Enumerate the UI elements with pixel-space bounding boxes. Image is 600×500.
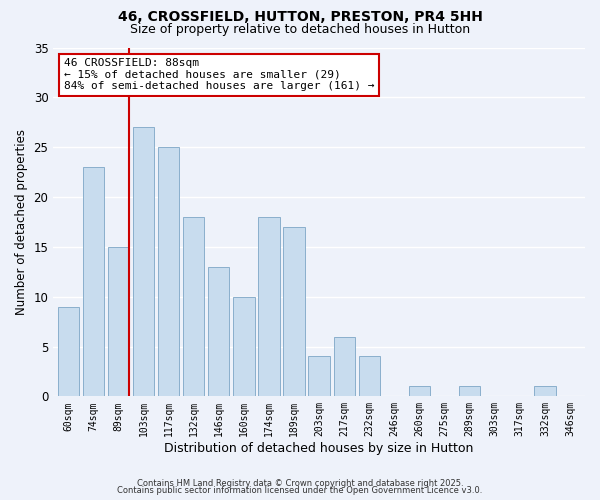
Bar: [208, 267, 229, 396]
Bar: [83, 167, 104, 396]
Bar: [183, 217, 205, 396]
Bar: [233, 296, 254, 396]
Bar: [283, 227, 305, 396]
Bar: [534, 386, 556, 396]
Bar: [359, 356, 380, 397]
Text: Size of property relative to detached houses in Hutton: Size of property relative to detached ho…: [130, 22, 470, 36]
Text: Contains public sector information licensed under the Open Government Licence v3: Contains public sector information licen…: [118, 486, 482, 495]
Bar: [259, 217, 280, 396]
Bar: [308, 356, 330, 397]
Text: 46 CROSSFIELD: 88sqm
← 15% of detached houses are smaller (29)
84% of semi-detac: 46 CROSSFIELD: 88sqm ← 15% of detached h…: [64, 58, 374, 91]
Bar: [58, 306, 79, 396]
Bar: [133, 127, 154, 396]
X-axis label: Distribution of detached houses by size in Hutton: Distribution of detached houses by size …: [164, 442, 474, 455]
Text: Contains HM Land Registry data © Crown copyright and database right 2025.: Contains HM Land Registry data © Crown c…: [137, 478, 463, 488]
Bar: [158, 147, 179, 396]
Bar: [409, 386, 430, 396]
Y-axis label: Number of detached properties: Number of detached properties: [15, 129, 28, 315]
Text: 46, CROSSFIELD, HUTTON, PRESTON, PR4 5HH: 46, CROSSFIELD, HUTTON, PRESTON, PR4 5HH: [118, 10, 482, 24]
Bar: [459, 386, 480, 396]
Bar: [108, 247, 129, 396]
Bar: [334, 336, 355, 396]
